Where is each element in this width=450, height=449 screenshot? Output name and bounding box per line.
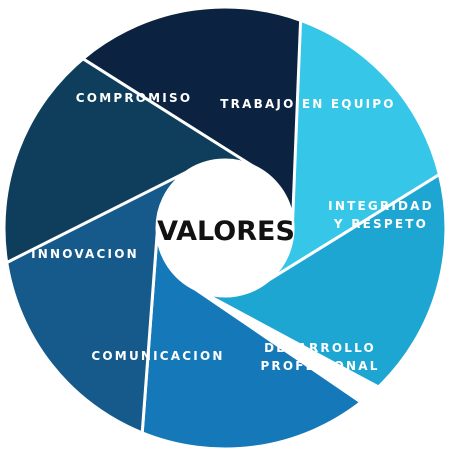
segment-label-comunicacion: COMUNICACION <box>91 349 224 363</box>
segment-label-desarrollo-1: DESARROLLO <box>264 341 376 355</box>
segment-label-integridad-1: INTEGRIDAD <box>328 199 434 213</box>
segments-layer <box>2 5 448 449</box>
segment-label-compromiso: COMPROMISO <box>76 91 192 105</box>
center-hub <box>156 159 294 297</box>
segment-label-trabajo: TRABAJO EN EQUIPO <box>220 97 395 111</box>
segment-label-innovacion: INNOVACION <box>31 247 139 261</box>
segment-label-desarrollo-2: PROFESIONAL <box>260 359 379 373</box>
segment-label-integridad-2: Y RESPETO <box>333 217 428 231</box>
center-title: VALORES <box>157 216 295 247</box>
labels-layer: TRABAJO EN EQUIPO INTEGRIDAD Y RESPETO DESA… <box>31 91 434 373</box>
